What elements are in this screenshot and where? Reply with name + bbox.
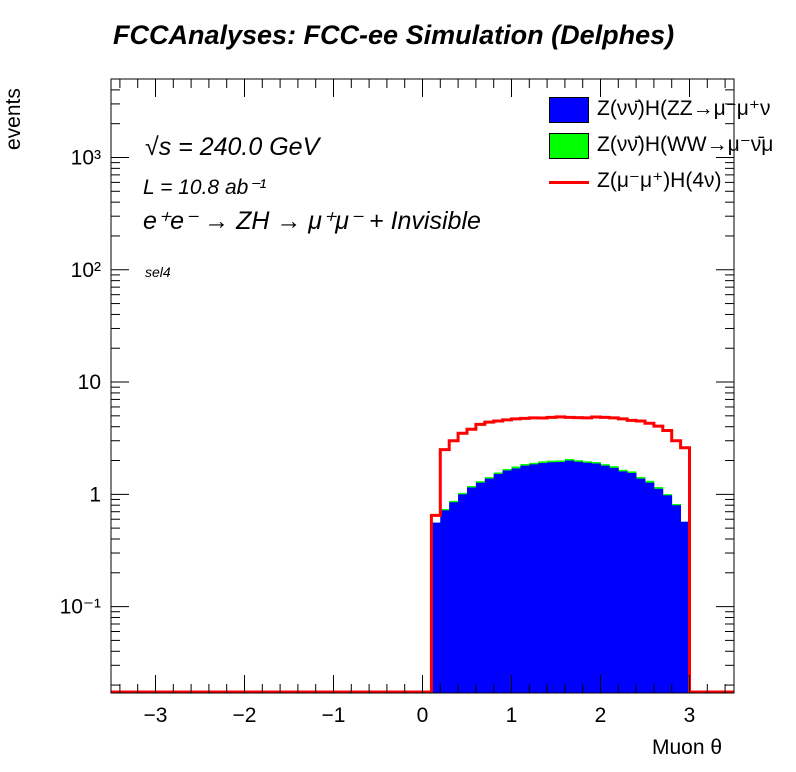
- bar-0-25: [653, 488, 664, 693]
- bar-0-12: [538, 463, 548, 693]
- bar-0-13: [547, 462, 557, 693]
- bar-0-11: [529, 464, 539, 693]
- legend-line-4nu: [549, 181, 589, 184]
- legend-swatch-ww: [549, 133, 589, 159]
- axis-tick-labels: −3 −2 −1 0 1 2 3 10⁻¹ 1 10 10² 10³: [60, 146, 696, 727]
- x-tick-label: −2: [233, 704, 257, 727]
- y-tick-label: 10³: [71, 146, 101, 169]
- y-tick-label: 10²: [71, 259, 101, 282]
- x-tick-label: −3: [144, 704, 168, 727]
- legend-item-zz: Z(νν̄)H(ZZ→μ⁻μ⁺ν: [545, 93, 796, 127]
- annotation-process: e⁺e⁻ → ZH → μ⁺μ⁻ + Invisible: [143, 207, 481, 235]
- bar-0-19: [600, 465, 610, 693]
- bar-0-20: [609, 467, 619, 693]
- bar-0-4: [467, 487, 477, 693]
- line-layer: [111, 415, 734, 694]
- legend-swatch-zz: [549, 97, 589, 123]
- bar-0-18: [591, 463, 601, 693]
- legend-label-zz: Z(νν̄)H(ZZ→μ⁻μ⁺ν: [597, 97, 771, 120]
- chart-title: FCCAnalyses: FCC-ee Simulation (Delphes): [113, 20, 675, 50]
- x-tick-label: 1: [506, 704, 518, 727]
- bar-0-3: [458, 494, 468, 693]
- bar-0-23: [636, 478, 646, 693]
- stacked-fill-layer: [431, 458, 690, 693]
- series-line-0: [111, 415, 734, 694]
- bar-0-8: [502, 470, 512, 693]
- legend-label-ww: Z(νν̄)H(WW→μ⁻ν̄μ: [597, 133, 774, 156]
- y-tick-label: 10: [78, 371, 101, 394]
- legend: Z(νν̄)H(ZZ→μ⁻μ⁺ν Z(νν̄)H(WW→μ⁻ν̄μ Z(μ⁻μ⁺…: [545, 93, 796, 203]
- bar-0-14: [556, 462, 566, 693]
- bar-0-15: [564, 460, 575, 693]
- bar-0-7: [493, 473, 503, 693]
- x-tick-label: −1: [322, 704, 346, 727]
- y-tick-label: 10⁻¹: [60, 596, 101, 619]
- legend-item-ww: Z(νν̄)H(WW→μ⁻ν̄μ: [545, 129, 796, 163]
- x-tick-label: 2: [595, 704, 607, 727]
- bar-0-24: [645, 482, 655, 693]
- bar-0-22: [627, 472, 637, 693]
- bar-0-21: [618, 471, 628, 693]
- annotation-luminosity: L = 10.8 ab⁻¹: [143, 176, 267, 199]
- bar-0-0: [431, 522, 441, 693]
- bar-0-17: [582, 462, 592, 693]
- bar-0-26: [662, 495, 673, 693]
- legend-item-4nu: Z(μ⁻μ⁺)H(4ν): [545, 165, 796, 199]
- bar-0-27: [671, 505, 681, 693]
- axis-ticks: [111, 78, 734, 693]
- bar-0-5: [475, 482, 486, 693]
- bar-0-9: [511, 468, 521, 693]
- x-tick-label: 3: [684, 704, 696, 727]
- x-axis-label: Muon θ: [652, 736, 723, 759]
- legend-label-4nu: Z(μ⁻μ⁺)H(4ν): [597, 169, 722, 192]
- annotation-energy: √s = 240.0 GeV: [145, 133, 320, 161]
- bar-0-2: [449, 502, 459, 693]
- y-axis-label: events: [2, 88, 25, 150]
- x-tick-label: 0: [417, 704, 429, 727]
- bar-0-16: [573, 461, 584, 693]
- y-tick-label: 1: [89, 483, 101, 506]
- bar-0-6: [484, 478, 495, 693]
- bar-0-10: [520, 465, 530, 693]
- bar-0-1: [440, 510, 450, 693]
- annotation-selection: sel4: [145, 264, 171, 280]
- bar-0-28: [680, 521, 690, 693]
